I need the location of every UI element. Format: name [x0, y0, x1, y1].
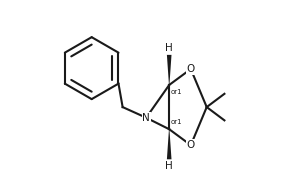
Text: H: H: [165, 161, 173, 171]
Text: O: O: [187, 140, 195, 150]
Polygon shape: [167, 55, 172, 85]
Polygon shape: [167, 129, 172, 159]
Text: or1: or1: [171, 119, 182, 125]
Text: H: H: [165, 43, 173, 53]
Text: or1: or1: [171, 89, 182, 95]
Text: N: N: [142, 113, 150, 123]
Text: O: O: [187, 64, 195, 74]
